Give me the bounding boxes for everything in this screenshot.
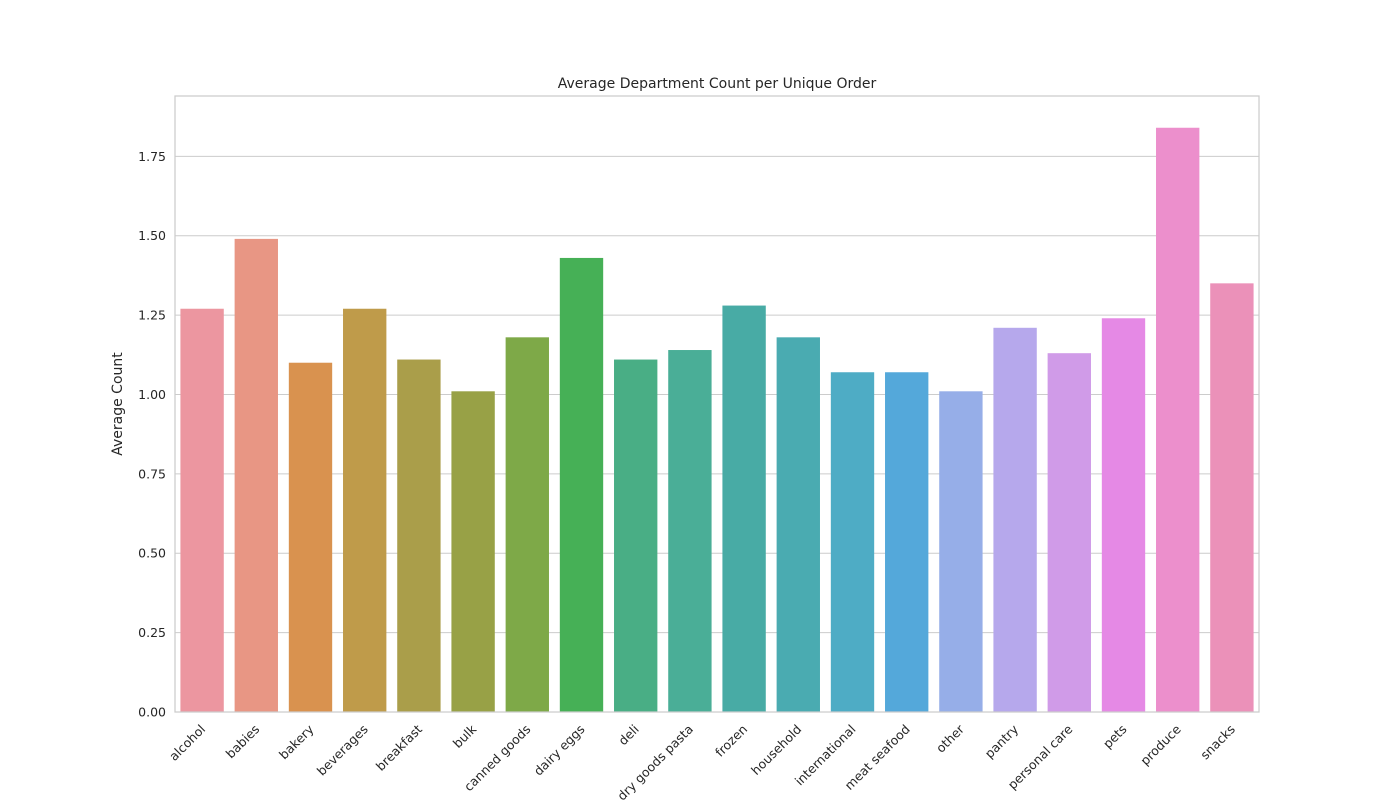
x-tick-label: snacks <box>1197 722 1238 763</box>
y-tick-label: 1.75 <box>138 149 166 164</box>
x-tick-label: deli <box>615 722 642 749</box>
y-axis-ticks: 0.00 0.25 0.50 0.75 1.00 1.25 1.50 1.75 <box>138 149 166 720</box>
x-tick-label: breakfast <box>373 721 425 773</box>
x-tick-label: frozen <box>712 722 750 760</box>
x-tick-label: other <box>933 721 968 756</box>
plot-frame <box>174 95 1260 713</box>
bar-alcohol <box>180 308 224 712</box>
x-tick-label: bulk <box>450 721 480 751</box>
bar-snacks <box>1210 283 1254 712</box>
y-tick-label: 1.25 <box>138 308 166 323</box>
bar-household <box>776 337 820 712</box>
x-tick-label: babies <box>223 722 263 762</box>
bar-breakfast <box>397 359 441 712</box>
bar-deli <box>614 359 658 712</box>
y-axis-label: Average Count <box>110 352 126 456</box>
y-tick-label: 0.75 <box>138 466 166 481</box>
y-tick-label: 0.50 <box>138 546 166 561</box>
y-tick-label: 0.00 <box>138 705 166 720</box>
bar-international <box>830 372 875 712</box>
x-tick-label: pantry <box>982 721 1022 761</box>
x-tick-label: produce <box>1137 721 1184 768</box>
bar-produce <box>1156 127 1200 713</box>
x-tick-label: bakery <box>276 721 317 762</box>
y-tick-label: 1.00 <box>138 387 166 402</box>
bars <box>180 127 1254 713</box>
x-tick-label: alcohol <box>166 722 208 764</box>
y-tick-label: 0.25 <box>138 625 166 640</box>
chart-title: Average Department Count per Unique Orde… <box>558 76 877 92</box>
bar-other <box>939 391 983 712</box>
bar-pantry <box>993 327 1037 712</box>
x-tick-label: household <box>748 722 804 778</box>
bar-dry-goods-pasta <box>668 350 712 712</box>
bar-bulk <box>451 391 495 712</box>
bar-babies <box>234 238 278 712</box>
gridlines <box>175 155 1259 713</box>
bar-bakery <box>288 362 333 712</box>
bar-meat-seafood <box>885 372 929 712</box>
bar-canned-goods <box>505 337 549 712</box>
x-tick-label: dairy eggs <box>531 722 588 779</box>
bar-beverages <box>343 308 387 712</box>
bar-pets <box>1101 318 1146 712</box>
x-tick-label: pets <box>1100 722 1130 752</box>
bar-dairy-eggs <box>559 257 604 712</box>
bar-frozen <box>722 305 766 712</box>
bar-personal-care <box>1047 353 1091 712</box>
y-tick-label: 1.50 <box>138 228 166 243</box>
x-tick-label: beverages <box>314 722 371 779</box>
